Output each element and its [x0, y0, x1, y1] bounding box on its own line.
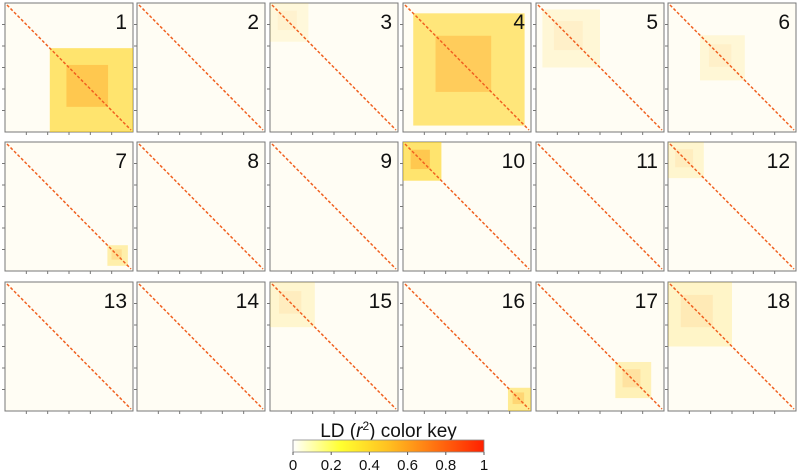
ld-panel: 17 [533, 281, 665, 414]
ld-panel: 2 [134, 2, 266, 135]
panel-label: 16 [502, 290, 525, 313]
panel-label: 15 [369, 290, 392, 313]
color-key-tick-label: 1 [480, 457, 488, 474]
ld-panel: 10 [400, 141, 532, 274]
color-key-tick-label: 0.4 [359, 457, 380, 474]
ld-panel: 16 [400, 281, 532, 414]
panel-label: 3 [380, 11, 392, 34]
color-key-tick-label: 0.8 [435, 457, 456, 474]
color-key-tick-label: 0.2 [321, 457, 342, 474]
ld-diagonal [404, 4, 530, 131]
ld-diagonal [669, 143, 795, 270]
color-key-bar [292, 439, 485, 453]
ld-diagonal [537, 283, 663, 410]
panel-label: 4 [513, 11, 525, 34]
ld-panel: 7 [2, 141, 134, 274]
ld-diagonal [404, 143, 530, 270]
panel-label: 14 [236, 290, 260, 313]
ld-diagonal [6, 143, 132, 270]
ld-panel: 11 [533, 141, 665, 274]
panel-label: 18 [767, 290, 790, 313]
panel-label: 7 [115, 150, 127, 173]
ld-diagonal [138, 4, 264, 131]
panel-label: 17 [635, 290, 658, 313]
ld-diagonal [537, 143, 663, 270]
panel-label: 1 [115, 11, 127, 34]
panel-label: 11 [636, 150, 658, 173]
ld-diagonal [404, 283, 530, 410]
ld-panel: 14 [134, 281, 266, 414]
ld-diagonal [6, 283, 132, 410]
ld-diagonal [138, 143, 264, 270]
color-key-title: LD (r2) color key [320, 419, 457, 442]
ld-panel: 6 [665, 2, 797, 135]
ld-panel: 4 [400, 2, 532, 135]
ld-panel: 5 [533, 2, 665, 135]
ld-diagonal [271, 143, 397, 270]
panel-label: 10 [502, 150, 525, 173]
ld-diagonal [271, 283, 397, 410]
color-key-tick-label: 0 [289, 457, 297, 474]
ld-panel: 15 [267, 281, 399, 414]
panel-label: 9 [380, 150, 392, 173]
title-part: r [356, 421, 363, 442]
ld-block-core [66, 64, 109, 107]
ld-panel: 9 [267, 141, 399, 274]
panel-label: 2 [247, 11, 259, 34]
ld-diagonal [138, 283, 264, 410]
ld-diagonal [669, 4, 795, 131]
ld-diagonal [669, 283, 795, 410]
panel-label: 6 [778, 11, 790, 34]
ld-diagonal [6, 4, 132, 131]
panel-label: 13 [104, 290, 127, 313]
title-part: LD ( [320, 421, 357, 442]
ld-panel: 13 [2, 281, 134, 414]
ld-panel: 8 [134, 141, 266, 274]
panel-label: 5 [646, 11, 658, 34]
ld-panel: 3 [267, 2, 399, 135]
panel-label: 8 [247, 150, 259, 173]
ld-panel: 1 [2, 2, 134, 135]
title-part: ) color key [369, 421, 457, 442]
ld-panel: 18 [665, 281, 797, 414]
ld-diagonal [537, 4, 663, 131]
title-part: 2 [362, 419, 369, 433]
panel-label: 12 [767, 150, 790, 173]
color-key-tick-label: 0.6 [397, 457, 418, 474]
ld-panel: 12 [665, 141, 797, 274]
ld-diagonal [271, 4, 397, 131]
